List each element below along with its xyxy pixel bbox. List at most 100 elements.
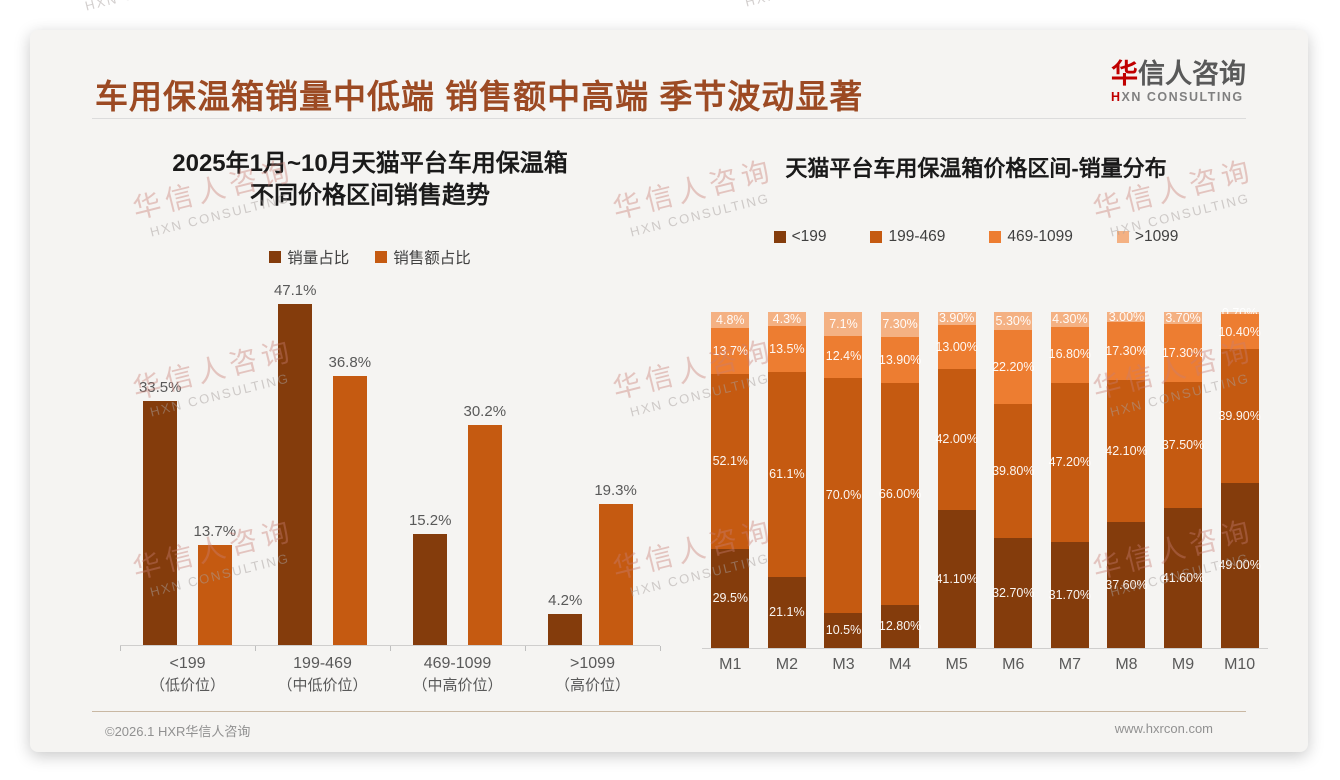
- x-category-sublabel: （中高价位）: [412, 677, 503, 695]
- bar-segment: 21.1%: [767, 577, 806, 648]
- segment-value-label: 16.80%: [1048, 347, 1092, 362]
- right-chart-x-axis: M1 M2 M3 M4 M5 M6 M7 M8 M9 M10: [702, 656, 1268, 674]
- legend-item: <199: [773, 228, 827, 246]
- right-chart-plot: 29.5% 52.1% 13.7% 4.8% 21.1% 61.1% 13.5% 4.3% 10…: [702, 307, 1268, 649]
- footer-divider: [92, 711, 1246, 712]
- legend-swatch: [870, 231, 883, 243]
- x-tick-label: M3: [832, 656, 855, 673]
- stacked-bar-cell: 41.60% 37.50% 17.30% 3.70%: [1155, 312, 1212, 648]
- bar: [413, 534, 448, 645]
- x-category: 469-1099: [423, 655, 492, 672]
- bar-segment: 13.90%: [878, 336, 922, 384]
- x-category: >1099: [570, 655, 615, 672]
- bar: [332, 376, 367, 645]
- bar: [197, 545, 232, 645]
- bar-segment: 4.3%: [767, 311, 806, 327]
- segment-value-label: 13.90%: [878, 352, 922, 367]
- stacked-bar: 29.5% 52.1% 13.7% 4.8%: [711, 311, 750, 648]
- stacked-bar-cell: 21.1% 61.1% 13.5% 4.3%: [759, 312, 816, 648]
- segment-value-label: 4.3%: [772, 311, 802, 326]
- stacked-bar: 21.1% 61.1% 13.5% 4.3%: [767, 311, 806, 648]
- bar-column: 19.3%: [594, 282, 637, 645]
- stacked-bar: 41.60% 37.50% 17.30% 3.70%: [1161, 312, 1205, 648]
- page-title: 车用保温箱销量中低端 销售额中高端 季节波动显著: [95, 78, 864, 115]
- bar-value-label: 15.2%: [408, 512, 452, 529]
- x-tick-label: M9: [1171, 656, 1195, 673]
- stacked-bar-cell: 37.60% 42.10% 17.30% 3.00%: [1098, 311, 1155, 648]
- legend-label: <199: [791, 228, 827, 245]
- bar-column: 36.8%: [329, 282, 371, 645]
- legend-swatch: [1116, 231, 1129, 243]
- legend-swatch: [375, 251, 388, 263]
- bar-segment: 7.30%: [881, 312, 920, 337]
- bar-segment: 52.1%: [711, 373, 750, 549]
- left-chart-title: 2025年1月~10月天猫平台车用保温箱 不同价格区间销售趋势: [88, 148, 652, 211]
- legend-swatch: [773, 231, 786, 243]
- bar-segment: 47.20%: [1049, 382, 1091, 542]
- left-chart-x-axis: <199 （低价位） 199-469 （中低价位） 469-1099 （中高价位） >109…: [120, 652, 660, 697]
- axis-tick: [255, 646, 256, 651]
- x-tick-label: <199 （低价位）: [120, 652, 255, 697]
- segment-value-label: 17.30%: [1105, 343, 1148, 358]
- bar-segment: 12.4%: [824, 335, 863, 378]
- bar-segment: 10.40%: [1218, 314, 1261, 350]
- stacked-bar: 49.00% 39.90% 10.40% 0.70%: [1218, 307, 1261, 648]
- x-category: <199: [169, 655, 206, 672]
- bar-column: 15.2%: [409, 282, 452, 645]
- x-category-sublabel: （低价位）: [149, 677, 225, 695]
- segment-value-label: 42.00%: [935, 432, 978, 447]
- bar-segment: 10.5%: [824, 612, 863, 648]
- bar-segment: 32.70%: [992, 538, 1034, 648]
- stacked-bar-cell: 32.70% 39.80% 22.20% 5.30%: [985, 312, 1042, 648]
- segment-value-label: 41.60%: [1161, 570, 1205, 585]
- bar-segment: 7.1%: [824, 311, 863, 336]
- segment-value-label: 13.7%: [712, 343, 749, 358]
- x-category-sublabel: （中低价位）: [277, 677, 368, 695]
- stacked-bar-cell: 12.80% 66.00% 13.90% 7.30%: [872, 312, 929, 648]
- x-tick-label: 469-1099 （中高价位）: [390, 652, 525, 697]
- stacked-bar-cell: 31.70% 47.20% 16.80% 4.30%: [1042, 312, 1099, 648]
- bar-segment: 3.70%: [1164, 312, 1203, 325]
- logo-cn-text: 华信人咨询: [1111, 59, 1246, 89]
- legend-item: 销量占比: [269, 246, 349, 268]
- left-chart-title-line1: 2025年1月~10月天猫平台车用保温箱: [172, 150, 568, 177]
- segment-value-label: 66.00%: [878, 486, 922, 501]
- segment-value-label: 70.0%: [825, 487, 862, 502]
- bar-group: 47.1% 36.8%: [255, 282, 390, 645]
- segment-value-label: 39.90%: [1218, 409, 1261, 424]
- bar-segment: 29.5%: [711, 548, 750, 648]
- watermark-line2: HXN CONSULTING: [697, 0, 933, 21]
- legend-label: 199-469: [888, 228, 946, 245]
- company-logo: 华信人咨询 HXN CONSULTING: [1111, 59, 1246, 104]
- bar-segment: 41.60%: [1161, 508, 1205, 648]
- bar-segment: 17.30%: [1162, 324, 1204, 383]
- segment-value-label: 5.30%: [995, 313, 1031, 328]
- bar-segment: 70.0%: [824, 377, 863, 613]
- bar-segment: 39.80%: [992, 404, 1034, 539]
- bar-segment: 22.20%: [992, 329, 1034, 405]
- segment-value-label: 7.30%: [882, 317, 918, 332]
- bar-segment: 41.10%: [935, 509, 978, 648]
- bar-segment: 4.8%: [711, 311, 750, 328]
- bar-segment: 31.70%: [1049, 541, 1091, 648]
- stacked-bar: 32.70% 39.80% 22.20% 5.30%: [992, 312, 1034, 648]
- x-tick-label: M4: [888, 656, 912, 673]
- segment-value-label: 41.10%: [935, 571, 978, 586]
- watermark-line2: HXN CONSULTING: [37, 0, 273, 25]
- bar-segment: 37.60%: [1105, 521, 1148, 648]
- segment-value-label: 52.1%: [712, 454, 749, 469]
- segment-value-label: 37.60%: [1105, 577, 1148, 592]
- axis-tick: [525, 646, 526, 651]
- left-chart-legend: 销量占比 销售额占比: [88, 246, 652, 268]
- bar-segment: 66.00%: [878, 383, 922, 605]
- segment-value-label: 4.30%: [1052, 312, 1088, 327]
- bar-segment: 37.50%: [1162, 382, 1204, 509]
- bar-segment: 61.1%: [767, 371, 806, 578]
- bar-segment: 3.90%: [937, 312, 976, 326]
- segment-value-label: 12.80%: [878, 619, 922, 634]
- bar-column: 33.5%: [139, 282, 182, 645]
- legend-label: >1099: [1134, 228, 1179, 245]
- bar-segment: 49.00%: [1218, 483, 1261, 648]
- x-tick-label: 199-469 （中低价位）: [255, 652, 390, 697]
